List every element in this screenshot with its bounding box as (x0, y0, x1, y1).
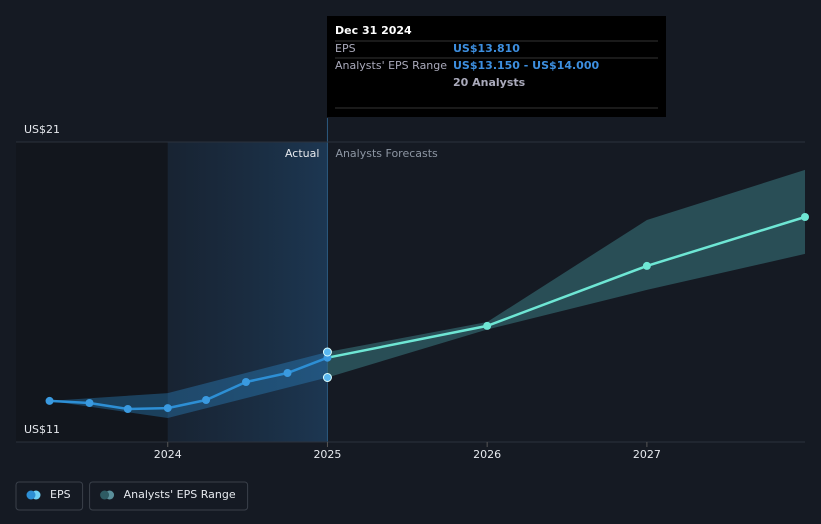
x-tick-label: 2025 (313, 448, 341, 461)
forecast-point (483, 321, 492, 330)
eps-point (85, 399, 94, 407)
legend-swatch (26, 490, 36, 500)
legend-label: EPS (50, 488, 71, 501)
forecast-point (642, 261, 651, 270)
tooltip-value: US$13.150 - US$14.000 (453, 59, 599, 72)
forecast-point (801, 213, 809, 221)
legend-label: Analysts' EPS Range (124, 488, 236, 501)
eps-point (283, 369, 292, 377)
x-tick-label: 2024 (154, 448, 182, 461)
legend-box (89, 481, 249, 511)
range-low-point (322, 373, 332, 382)
legend-item[interactable]: EPS (15, 481, 84, 511)
eps-line (49, 356, 328, 411)
eps-range (49, 352, 328, 418)
tooltip-value: US$13.810 (453, 42, 520, 55)
tooltip-box (327, 16, 666, 117)
eps-point (202, 396, 211, 404)
eps-point (45, 396, 54, 405)
eps-point (163, 404, 172, 413)
x-tick-label: 2027 (633, 448, 661, 461)
eps-line (327, 215, 806, 359)
forecast-label: Analysts Forecasts (335, 147, 438, 160)
y-tick-label: US$11 (24, 423, 60, 436)
tooltip-label: EPS (335, 42, 356, 55)
tooltip-date: Dec 31 2024 (335, 24, 412, 37)
eps-range (327, 169, 805, 378)
legend-item[interactable]: Analysts' EPS Range (89, 481, 249, 511)
y-tick-label: US$21 (24, 123, 60, 136)
tooltip-value: 20 Analysts (453, 76, 526, 89)
actual-region (167, 142, 328, 442)
eps-point (123, 405, 132, 413)
tooltip-label: Analysts' EPS Range (335, 59, 447, 72)
legend-box (15, 481, 84, 511)
past-region (16, 142, 168, 442)
legend-swatch (100, 490, 110, 500)
eps-point (241, 378, 250, 386)
tooltip: Dec 31 2024 EPS US$13.810 Analysts' EPS … (327, 16, 666, 117)
x-tick-label: 2026 (473, 448, 501, 461)
actual-label: Actual (285, 147, 319, 160)
range-high-point (322, 347, 332, 357)
